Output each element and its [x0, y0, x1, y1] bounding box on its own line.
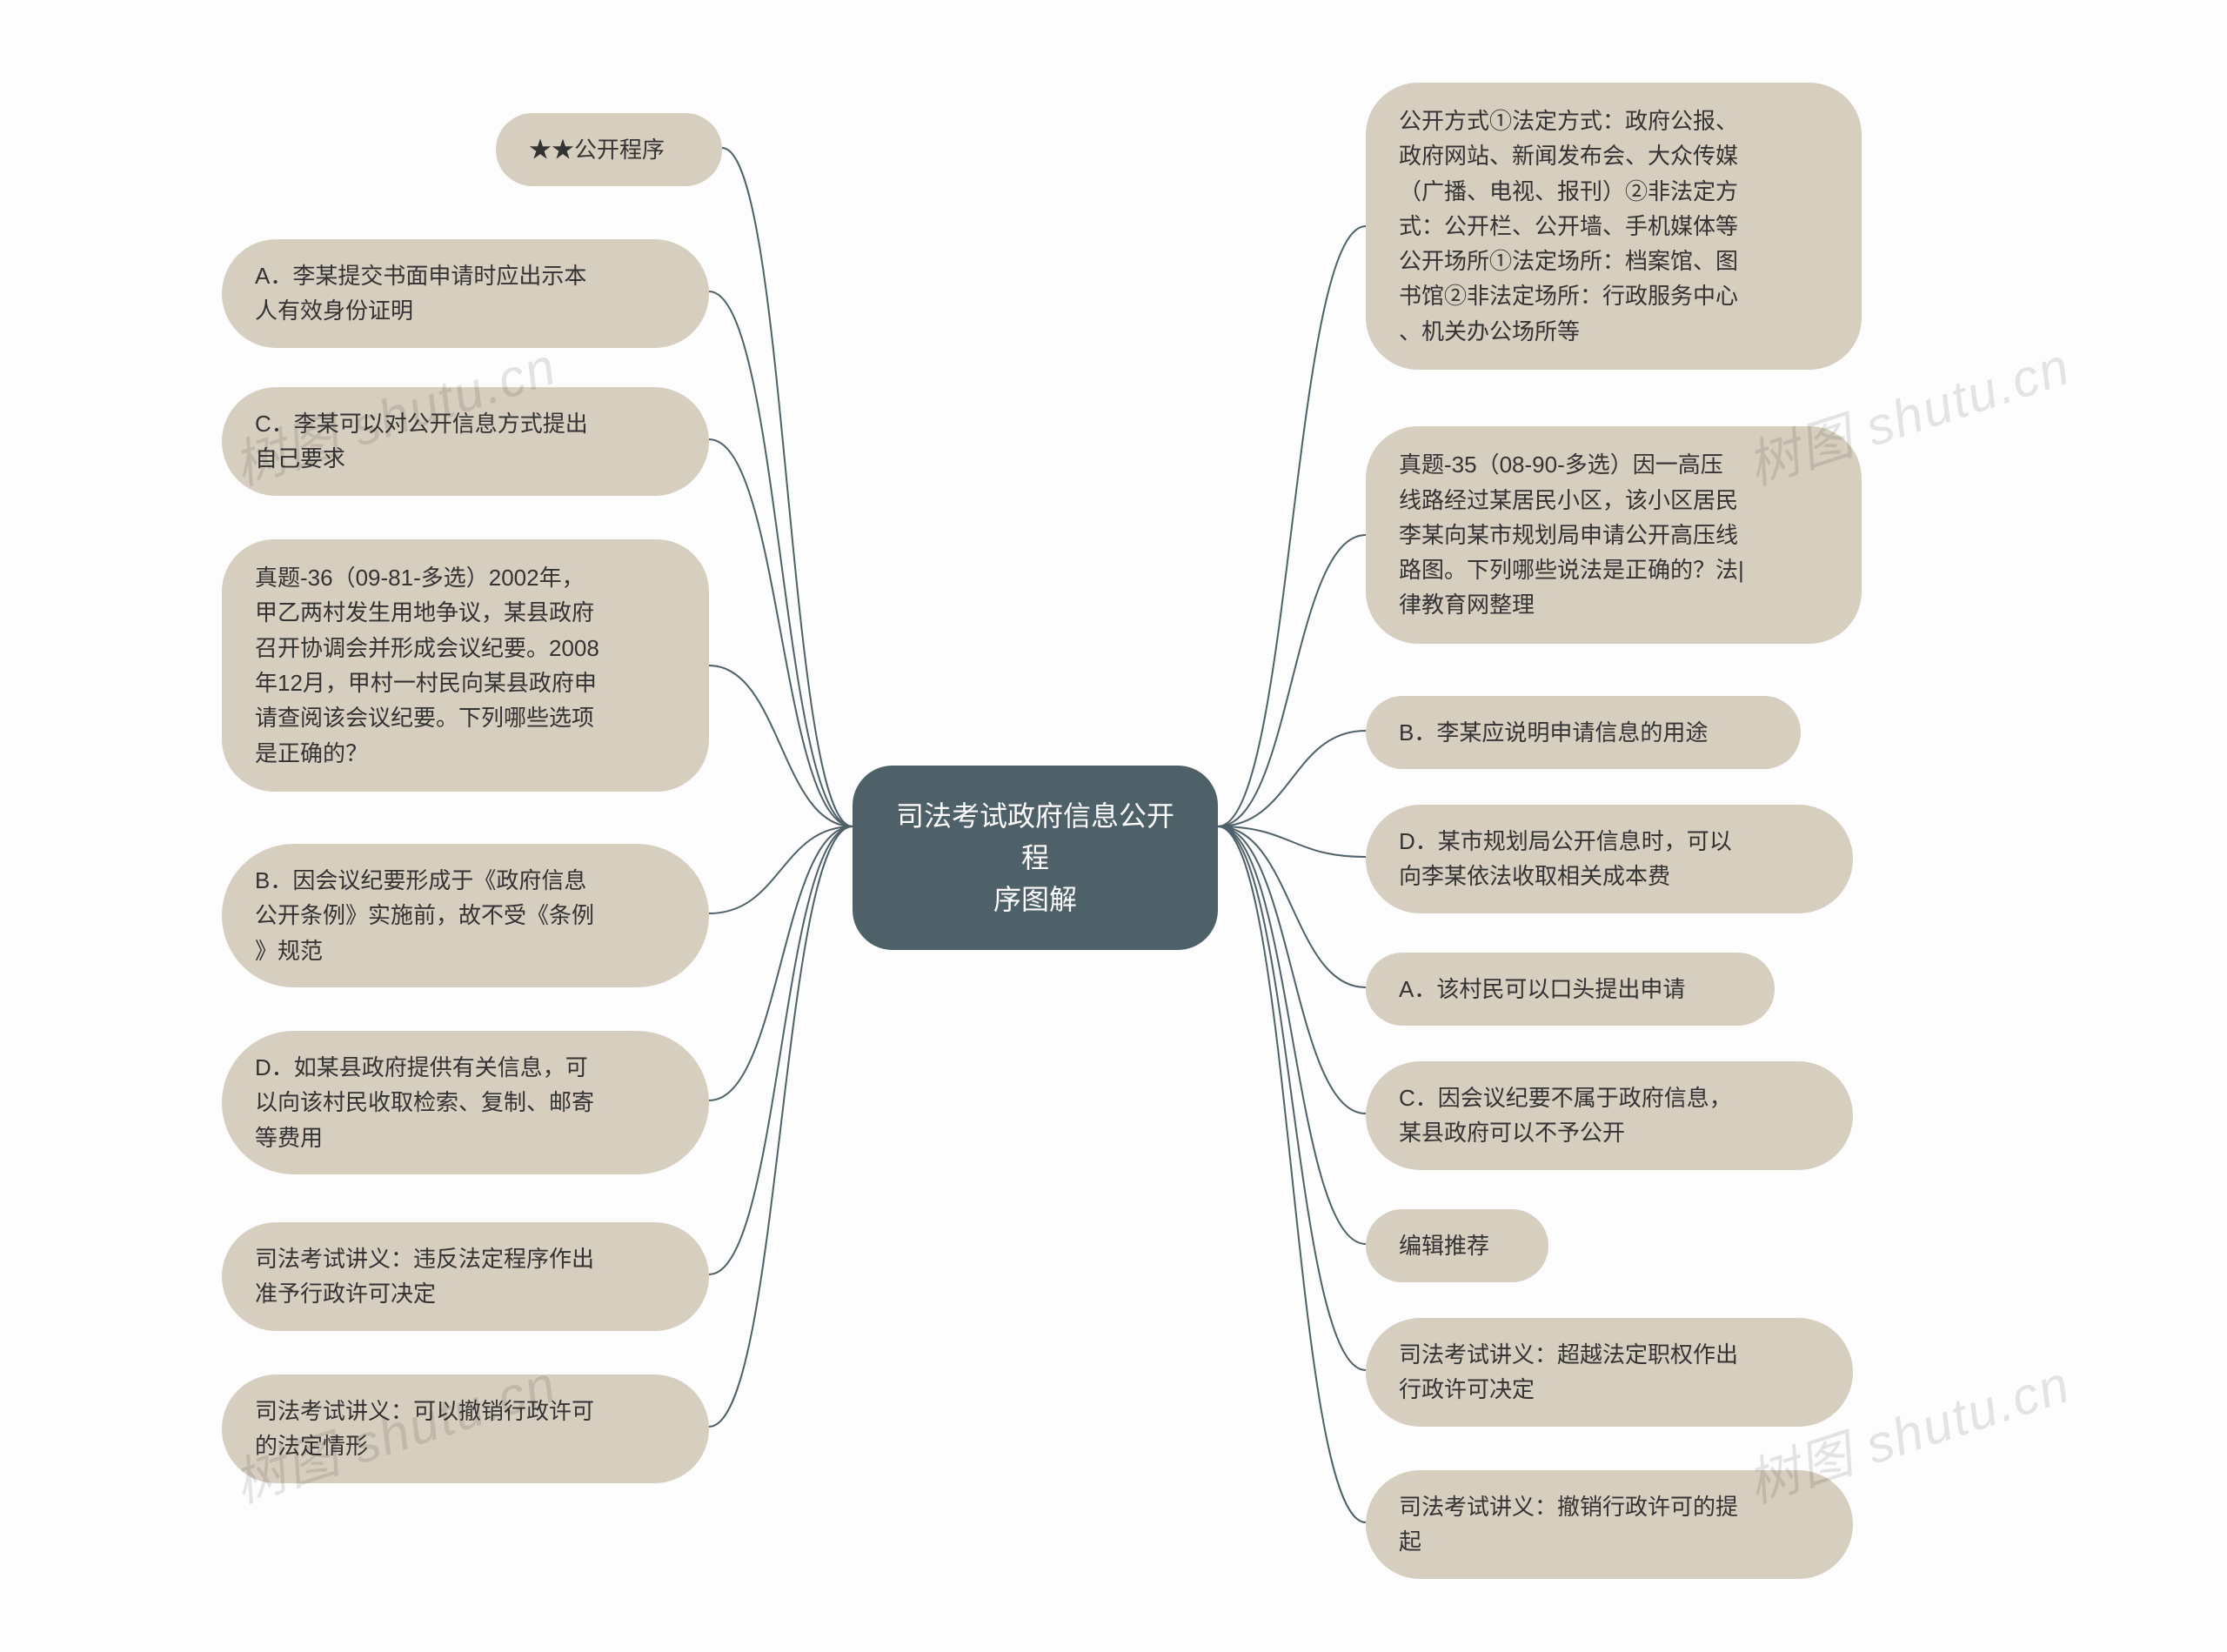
- right-node-label-3: D．某市规划局公开信息时，可以向李某依法收取相关成本费: [1399, 824, 1732, 894]
- left-node-1: A．李某提交书面申请时应出示本人有效身份证明: [222, 239, 709, 348]
- left-node-4: B．因会议纪要形成于《政府信息公开条例》实施前，故不受《条例》规范: [222, 844, 709, 987]
- left-node-label-0: ★★公开程序: [529, 132, 665, 167]
- left-node-5: D．如某县政府提供有关信息，可以向该村民收取检索、复制、邮寄等费用: [222, 1031, 709, 1174]
- center-node: 司法考试政府信息公开程序图解: [853, 766, 1218, 950]
- left-node-label-3: 真题-36（09-81-多选）2002年，甲乙两村发生用地争议，某县政府召开协调…: [255, 560, 599, 771]
- left-node-label-1: A．李某提交书面申请时应出示本人有效身份证明: [255, 258, 586, 329]
- right-node-label-4: A．该村民可以口头提出申请: [1399, 972, 1685, 1007]
- left-node-6: 司法考试讲义：违反法定程序作出准予行政许可决定: [222, 1222, 709, 1331]
- left-node-label-2: C．李某可以对公开信息方式提出自己要求: [255, 406, 588, 477]
- center-label: 司法考试政府信息公开程序图解: [896, 800, 1174, 915]
- right-node-label-7: 司法考试讲义：超越法定职权作出行政许可决定: [1399, 1337, 1738, 1408]
- right-node-4: A．该村民可以口头提出申请: [1366, 953, 1775, 1026]
- left-node-7: 司法考试讲义：可以撤销行政许可的法定情形: [222, 1374, 709, 1483]
- left-node-2: C．李某可以对公开信息方式提出自己要求: [222, 387, 709, 496]
- left-node-3: 真题-36（09-81-多选）2002年，甲乙两村发生用地争议，某县政府召开协调…: [222, 539, 709, 792]
- left-node-label-5: D．如某县政府提供有关信息，可以向该村民收取检索、复制、邮寄等费用: [255, 1050, 594, 1155]
- right-node-label-6: 编辑推荐: [1399, 1228, 1489, 1263]
- right-node-label-0: 公开方式①法定方式：政府公报、政府网站、新闻发布会、大众传媒（广播、电视、报刊）…: [1399, 104, 1738, 349]
- right-node-6: 编辑推荐: [1366, 1209, 1548, 1282]
- right-node-label-2: B．李某应说明申请信息的用途: [1399, 715, 1708, 750]
- right-node-label-5: C．因会议纪要不属于政府信息，某县政府可以不予公开: [1399, 1080, 1732, 1151]
- right-node-1: 真题-35（08-90-多选）因一高压线路经过某居民小区，该小区居民李某向某市规…: [1366, 426, 1862, 644]
- right-node-7: 司法考试讲义：超越法定职权作出行政许可决定: [1366, 1318, 1853, 1427]
- right-node-5: C．因会议纪要不属于政府信息，某县政府可以不予公开: [1366, 1061, 1853, 1170]
- left-node-label-7: 司法考试讲义：可以撤销行政许可的法定情形: [255, 1394, 594, 1464]
- right-node-label-8: 司法考试讲义：撤销行政许可的提起: [1399, 1489, 1738, 1560]
- left-node-label-4: B．因会议纪要形成于《政府信息公开条例》实施前，故不受《条例》规范: [255, 863, 594, 968]
- right-node-3: D．某市规划局公开信息时，可以向李某依法收取相关成本费: [1366, 805, 1853, 913]
- right-node-label-1: 真题-35（08-90-多选）因一高压线路经过某居民小区，该小区居民李某向某市规…: [1399, 447, 1744, 622]
- left-node-0: ★★公开程序: [496, 113, 722, 186]
- left-node-label-6: 司法考试讲义：违反法定程序作出准予行政许可决定: [255, 1241, 594, 1312]
- right-node-0: 公开方式①法定方式：政府公报、政府网站、新闻发布会、大众传媒（广播、电视、报刊）…: [1366, 83, 1862, 370]
- right-node-2: B．李某应说明申请信息的用途: [1366, 696, 1801, 769]
- right-node-8: 司法考试讲义：撤销行政许可的提起: [1366, 1470, 1853, 1579]
